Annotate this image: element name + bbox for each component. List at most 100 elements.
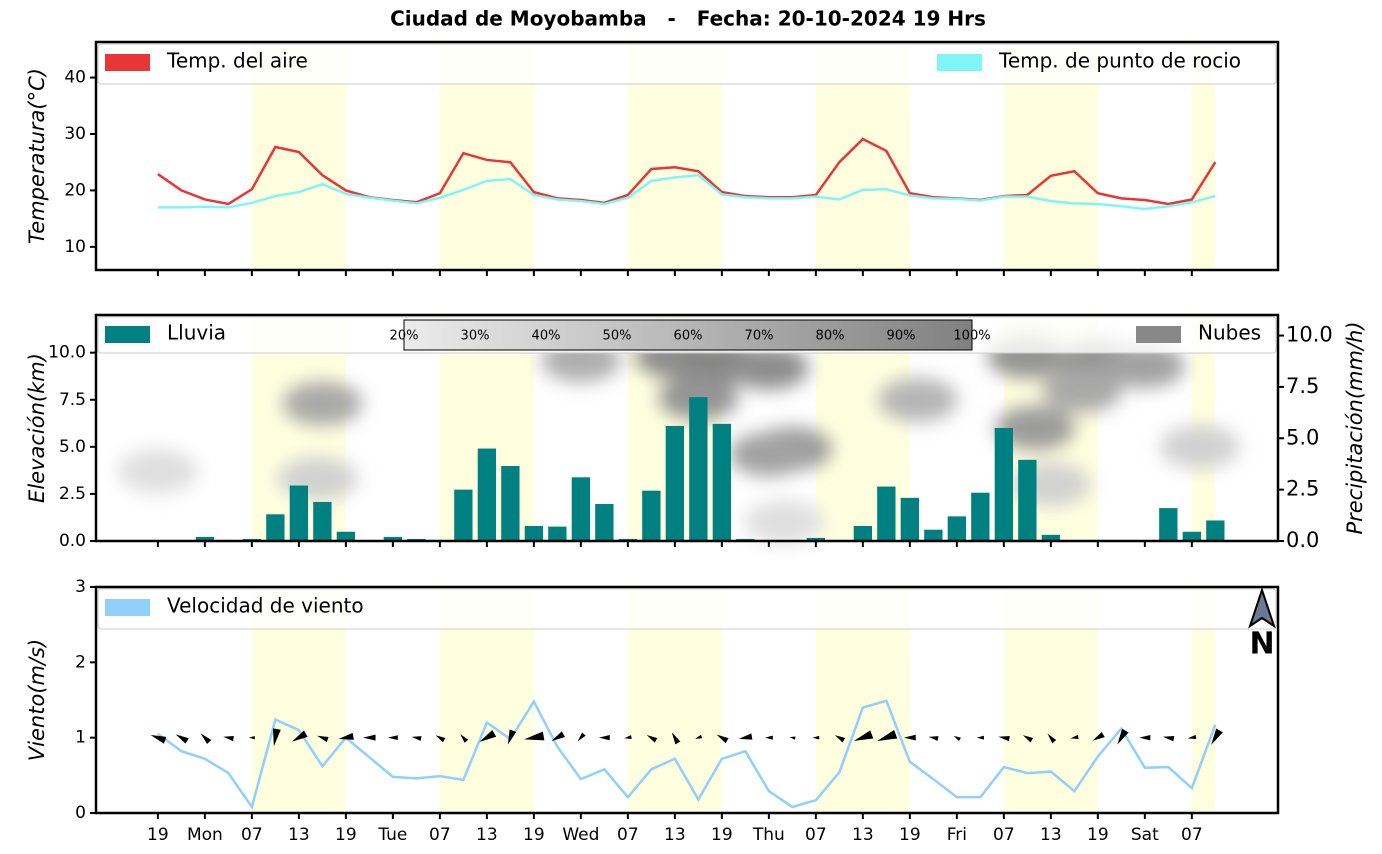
rain-bar <box>665 425 685 541</box>
y2-tick-label: 10.0 <box>1286 323 1333 347</box>
wind-arrow <box>716 734 729 744</box>
x-tick-label: 19 <box>335 825 357 845</box>
y-tick-label: 10.0 <box>48 343 86 363</box>
y-tick-label: 7.5 <box>59 390 86 410</box>
north-label: N <box>1249 627 1274 662</box>
rain-bar <box>947 516 967 541</box>
wind-arrow <box>387 735 398 741</box>
rain-bar <box>853 526 873 541</box>
legend-label: Temp. de punto de rocio <box>998 49 1241 73</box>
wind-arrow <box>976 735 984 740</box>
y-tick-label: 3 <box>75 577 86 597</box>
x-tick-label: 19 <box>523 825 545 845</box>
wind-arrow <box>460 734 469 743</box>
wind-arrow <box>1139 734 1151 741</box>
colorbar-label: 60% <box>674 329 703 344</box>
wind-arrow <box>1117 728 1129 745</box>
y-axis-label: Elevación(km) <box>25 353 49 503</box>
y-tick-label: 10 <box>64 237 86 257</box>
rain-bar <box>524 526 544 541</box>
legend-swatch <box>937 54 982 71</box>
x-tick-label: 07 <box>241 825 263 845</box>
colorbar-label: 50% <box>603 329 632 344</box>
x-tick-label: 07 <box>805 825 827 845</box>
series-line <box>157 137 1217 206</box>
y-tick-label: 2 <box>75 652 86 672</box>
wind-arrow <box>903 734 916 741</box>
wind-arrow <box>479 730 497 742</box>
x-tick-label: 13 <box>664 825 686 845</box>
panel: 0 1 2 3 19 Mon 07 13 19 Tue 07 13 19 Wed 07 13 19 Thu 07 13… <box>25 577 1280 845</box>
legend-label: Velocidad de viento <box>167 594 364 618</box>
y-tick-label: 30 <box>64 124 86 144</box>
north-arrow <box>1248 586 1276 629</box>
rain-bar <box>1206 520 1225 541</box>
wind-arrow <box>646 734 658 743</box>
rain-bar <box>1182 531 1202 541</box>
rain-bar <box>924 529 943 541</box>
x-tick-label: 13 <box>852 825 874 845</box>
rain-bar <box>383 536 403 541</box>
wind-arrow <box>1047 733 1057 744</box>
wind-arrow <box>1092 731 1105 741</box>
rain-bar <box>336 531 356 541</box>
daylight-band <box>1191 42 1216 270</box>
wind-arrow <box>1162 735 1175 742</box>
x-tick-label: 07 <box>617 825 639 845</box>
wind-arrow <box>248 736 255 740</box>
wind-arrow <box>577 732 586 742</box>
wind-arrow <box>411 736 422 741</box>
x-tick-label: Sat <box>1131 825 1159 845</box>
rain-bar <box>571 477 591 541</box>
legend-label: Nubes <box>1198 321 1261 345</box>
wind-arrow <box>223 736 234 742</box>
y2-axis-label: Precipitación(mm/h) <box>1343 321 1367 534</box>
x-tick-label: 19 <box>711 825 733 845</box>
rain-bar <box>454 489 473 541</box>
wind-arrow <box>291 730 308 742</box>
cloud <box>1104 343 1185 388</box>
rain-bar <box>1041 534 1061 541</box>
rain-bar <box>642 490 661 541</box>
wind-arrow <box>738 733 753 740</box>
plot-frame <box>94 585 1280 815</box>
colorbar-label: 20% <box>390 329 419 344</box>
y-tick-label: 0.0 <box>59 531 86 551</box>
cloud <box>728 345 809 390</box>
x-tick-label: Fri <box>947 825 967 845</box>
rain-bar <box>712 423 732 541</box>
rain-bar <box>313 501 332 541</box>
legend-box <box>97 588 1277 630</box>
cloud <box>117 449 198 494</box>
rain-bar <box>1018 459 1037 541</box>
wind-arrow <box>1211 728 1223 745</box>
cloud <box>744 500 825 545</box>
wind-arrow <box>1187 734 1197 740</box>
y-tick-label: 1 <box>75 728 86 748</box>
x-tick-label: Thu <box>752 825 785 845</box>
wind-arrow <box>998 735 1010 742</box>
wind-arrow <box>435 735 446 743</box>
rain-bar <box>548 526 567 541</box>
wind-arrow <box>695 734 703 739</box>
x-tick-label: 13 <box>476 825 498 845</box>
wind-arrow <box>834 735 846 743</box>
daylight-band <box>1191 587 1216 813</box>
y2-tick-label: 2.5 <box>1286 477 1319 501</box>
x-tick-label: Tue <box>377 825 407 845</box>
rain-bar <box>501 466 520 541</box>
rain-bar <box>994 428 1014 541</box>
y2-tick-label: 0.0 <box>1286 528 1319 552</box>
colorbar-label: 90% <box>887 329 916 344</box>
x-tick-label: 07 <box>993 825 1015 845</box>
rain-bar <box>195 536 215 541</box>
cloud <box>277 456 358 501</box>
x-tick-label: Mon <box>187 825 223 845</box>
series-line <box>157 698 1217 810</box>
cloud <box>1159 424 1240 469</box>
y-axis-label: Temperatura(°C) <box>25 68 49 244</box>
legend-swatch <box>105 599 150 616</box>
rain-bar <box>266 514 285 541</box>
wind-arrow <box>200 733 212 745</box>
